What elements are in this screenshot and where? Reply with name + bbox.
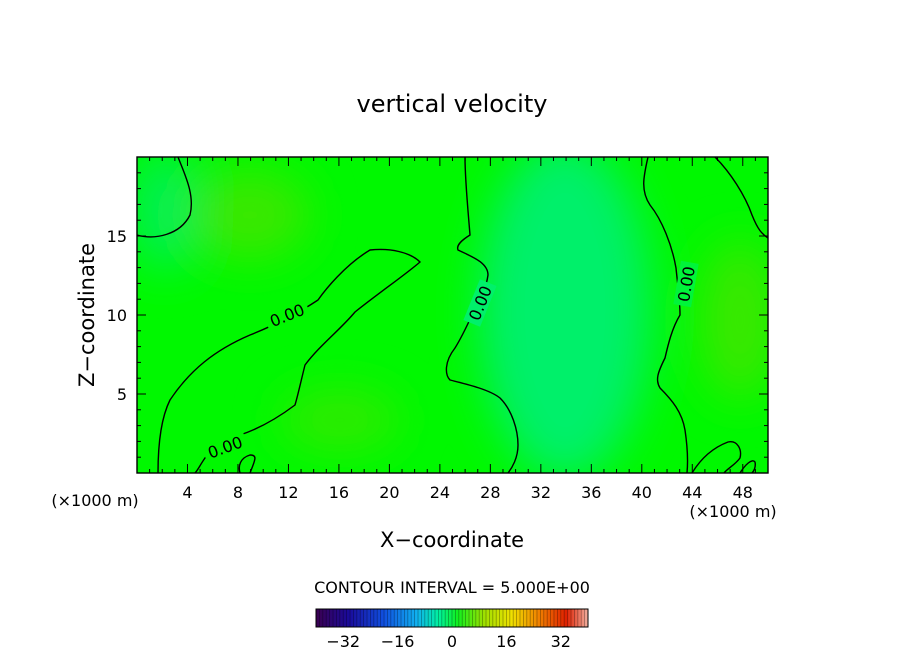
- contour-line: [445, 157, 519, 473]
- x-unit-left: (×1000 m): [51, 491, 138, 510]
- colorbar: −32 −16 0 16 32: [315, 608, 589, 651]
- x-tick-label: 4: [182, 483, 192, 502]
- y-axis-label: Z−coordinate: [75, 243, 99, 387]
- contour-line: [739, 460, 756, 473]
- contour-interval-text: CONTOUR INTERVAL = 5.000E+00: [314, 578, 590, 597]
- x-tick-label: 24: [430, 483, 450, 502]
- colorbar-fill: [316, 609, 588, 627]
- chart-title: vertical velocity: [357, 90, 548, 118]
- contour-line: [137, 157, 192, 238]
- y-tick-label: 10: [107, 306, 127, 325]
- contour-lines: [137, 157, 768, 473]
- downdraft-region-right: [700, 240, 768, 400]
- colorbar-tick-label: −16: [381, 632, 415, 651]
- contour-field: 0.00 0.00 0.00 0.00: [137, 157, 768, 473]
- colorbar-tick-label: 32: [551, 632, 571, 651]
- contour-line: [238, 454, 256, 473]
- x-tick-label: 8: [233, 483, 243, 502]
- y-tick-label: 5: [117, 385, 127, 404]
- downdraft-region: [190, 170, 310, 260]
- contour-line: [691, 441, 742, 473]
- colorbar-tick-label: −32: [326, 632, 360, 651]
- x-tick-label: 48: [733, 483, 753, 502]
- contour-line: [714, 157, 768, 239]
- y-tick-label: 15: [107, 227, 127, 246]
- y-axis: 5 10 15: [107, 172, 768, 458]
- x-tick-label: 28: [480, 483, 500, 502]
- x-tick-label: 12: [278, 483, 298, 502]
- x-tick-label: 20: [379, 483, 399, 502]
- x-axis-label: X−coordinate: [380, 528, 524, 552]
- x-tick-label: 16: [329, 483, 349, 502]
- colorbar-stripes: [318, 609, 585, 627]
- colorbar-tick-label: 0: [447, 632, 457, 651]
- x-unit-right: (×1000 m): [689, 502, 776, 521]
- contour-line: [643, 157, 689, 473]
- contour-label: 0.00: [673, 260, 699, 308]
- x-tick-label: 36: [581, 483, 601, 502]
- downdraft-region-lower: [280, 390, 400, 450]
- colorbar-frame: [315, 608, 589, 628]
- x-tick-label: 40: [632, 483, 652, 502]
- x-tick-label: 32: [531, 483, 551, 502]
- colorbar-ticks: −32 −16 0 16 32: [326, 632, 571, 651]
- colorbar-tick-label: 16: [496, 632, 516, 651]
- x-axis: 4 8 12 16 20 24 28 32 36 40 44 48: [149, 157, 756, 502]
- updraft-region-left: [137, 157, 200, 270]
- x-tick-label: 44: [682, 483, 702, 502]
- updraft-region: [480, 157, 650, 473]
